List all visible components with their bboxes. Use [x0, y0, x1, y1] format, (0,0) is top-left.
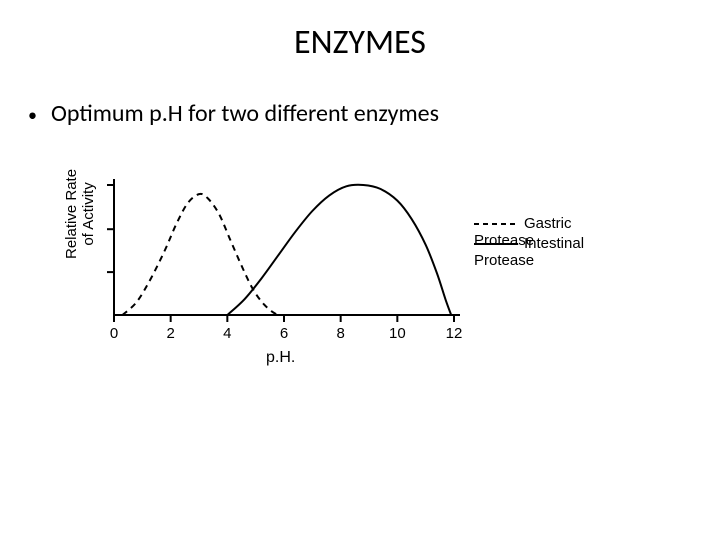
- legend-item: Intestinal Protease: [474, 235, 630, 255]
- x-tick-label: 0: [110, 325, 118, 342]
- x-tick-label: 10: [389, 325, 406, 342]
- x-tick-label: 6: [280, 325, 288, 342]
- chart-svg: [70, 165, 630, 375]
- page-title: ENZYMES: [0, 0, 720, 63]
- bullet-item: • Optimum p.H for two different enzymes: [0, 63, 720, 128]
- y-axis-label: Relative Rate of Activity: [64, 169, 97, 259]
- x-axis-label: p.H.: [266, 349, 295, 367]
- bullet-dot: •: [28, 104, 37, 126]
- enzyme-ph-chart: Relative Rate of Activity 024681012 p.H.…: [70, 165, 630, 425]
- x-tick-label: 2: [166, 325, 174, 342]
- legend-item: Gastric Protease: [474, 215, 630, 235]
- series-intestinal-protease: [227, 185, 451, 315]
- bullet-text: Optimum p.H for two different enzymes: [51, 99, 439, 128]
- chart-legend: Gastric ProteaseIntestinal Protease: [474, 215, 630, 255]
- x-tick-label: 8: [336, 325, 344, 342]
- x-tick-label: 12: [446, 325, 463, 342]
- series-gastric-protease: [123, 194, 285, 315]
- x-tick-label: 4: [223, 325, 231, 342]
